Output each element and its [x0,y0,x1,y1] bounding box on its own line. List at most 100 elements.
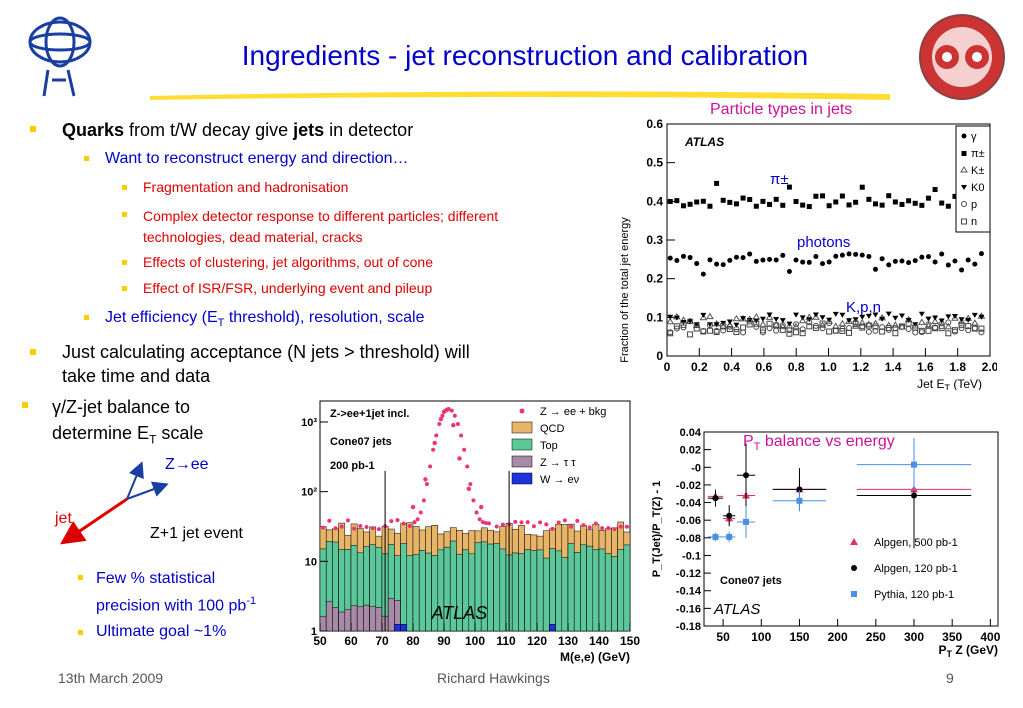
x-tick-label: 1.8 [949,360,966,374]
proton-point [786,327,793,334]
top-bin [536,549,544,632]
photon-point [714,261,720,267]
kaon-point [838,319,847,327]
photon-point [687,255,693,261]
bullet-isr-fsr: Effect of ISR/FSR, underlying event and … [143,280,433,296]
neutron-point [872,323,879,330]
neutron-point [799,330,806,337]
data-point [519,520,524,525]
neutron-point [753,320,760,327]
pion-point [886,193,892,199]
neutron-point [879,328,886,335]
data-point [606,526,611,531]
photon-point [793,257,799,263]
pion-point [667,198,673,204]
photon-point [753,258,759,264]
data-point [587,525,592,530]
photon-point [886,262,892,268]
photon-point [925,254,931,260]
y-tick-label: 0 [656,349,663,363]
top-bin [617,549,625,632]
wenu-bin [549,623,556,632]
kaon-point [931,317,939,324]
legend-marker [511,421,533,434]
kaon-point [957,317,966,325]
pion-point [800,202,806,208]
y-tick-label: 10 [305,556,317,568]
proton-point [687,318,694,325]
top-bin [573,552,581,632]
pion-point [859,184,865,190]
top-bin [542,557,550,632]
alpgen120-point [712,495,719,502]
data-point [446,407,451,412]
data-point [424,482,429,487]
wenu-bin [394,623,401,632]
photon-point [959,267,965,273]
neutron-point [912,324,919,331]
data-point [428,464,433,469]
neutron-point [978,325,985,332]
photon-point [800,259,806,265]
proton-point [720,327,727,334]
legend-label: Alpgen, 500 pb-1 [874,537,958,549]
bullet-statistical: Few % statistical precision with 100 pb-1 [96,570,257,615]
pion-point [740,195,746,201]
photon-point [826,259,832,265]
pion-point [846,202,852,208]
k0-point [786,321,793,327]
k0-point [879,316,886,322]
data-point [327,518,332,523]
data-point [550,526,555,531]
photon-point [674,257,680,263]
kaon-point [970,319,979,326]
data-point [339,524,344,529]
legend-label: Top [540,440,558,452]
k0-point [819,315,826,321]
k0-point [945,314,952,320]
k0-point [687,318,694,324]
footer-page: 9 [946,670,954,686]
x-tick-label: 2.0 [982,360,997,374]
y-tick-label: -0.08 [676,533,701,545]
legend-label: QCD [540,423,565,435]
photon-point [906,260,912,266]
pion-point [714,180,720,186]
x-tick-label: 1.4 [885,360,902,374]
neutron-point [885,324,892,331]
bullet-marker [84,156,89,161]
neutron-point [932,325,939,332]
y-axis-label: Fraction of the total jet energy [619,217,631,363]
kaon-point [699,313,708,321]
top-bin [598,548,606,632]
y-tick-label: -0.02 [676,480,701,492]
plot-frame [703,431,999,627]
jet-label: jet [55,510,72,527]
top-bin [549,548,556,632]
data-point [466,486,471,491]
pion-point [747,197,753,203]
data-point [479,504,484,510]
k0-point [799,315,806,321]
legend-marker [961,133,967,139]
neutron-point [700,328,707,335]
bullet-zjet-balance: γ/Z-jet balance to determine ET scale [52,397,204,447]
kaon-point [798,316,807,324]
neutron-point [905,320,912,327]
x-tick-label: 150 [620,634,640,648]
legend-marker [960,166,968,173]
ztautau-bin [332,607,339,632]
photon-point [813,254,819,260]
proton-point [978,329,985,336]
kaon-point [951,314,959,321]
pion-point [694,199,700,205]
data-point [624,524,629,529]
kaon-point [924,321,933,329]
neutron-point [779,326,786,333]
neutron-point [918,327,925,334]
accelerator-logo [919,14,1005,100]
pion-point [760,198,766,204]
k0-point [773,316,780,322]
neutron-point [759,327,766,334]
kaon-point [944,322,953,330]
